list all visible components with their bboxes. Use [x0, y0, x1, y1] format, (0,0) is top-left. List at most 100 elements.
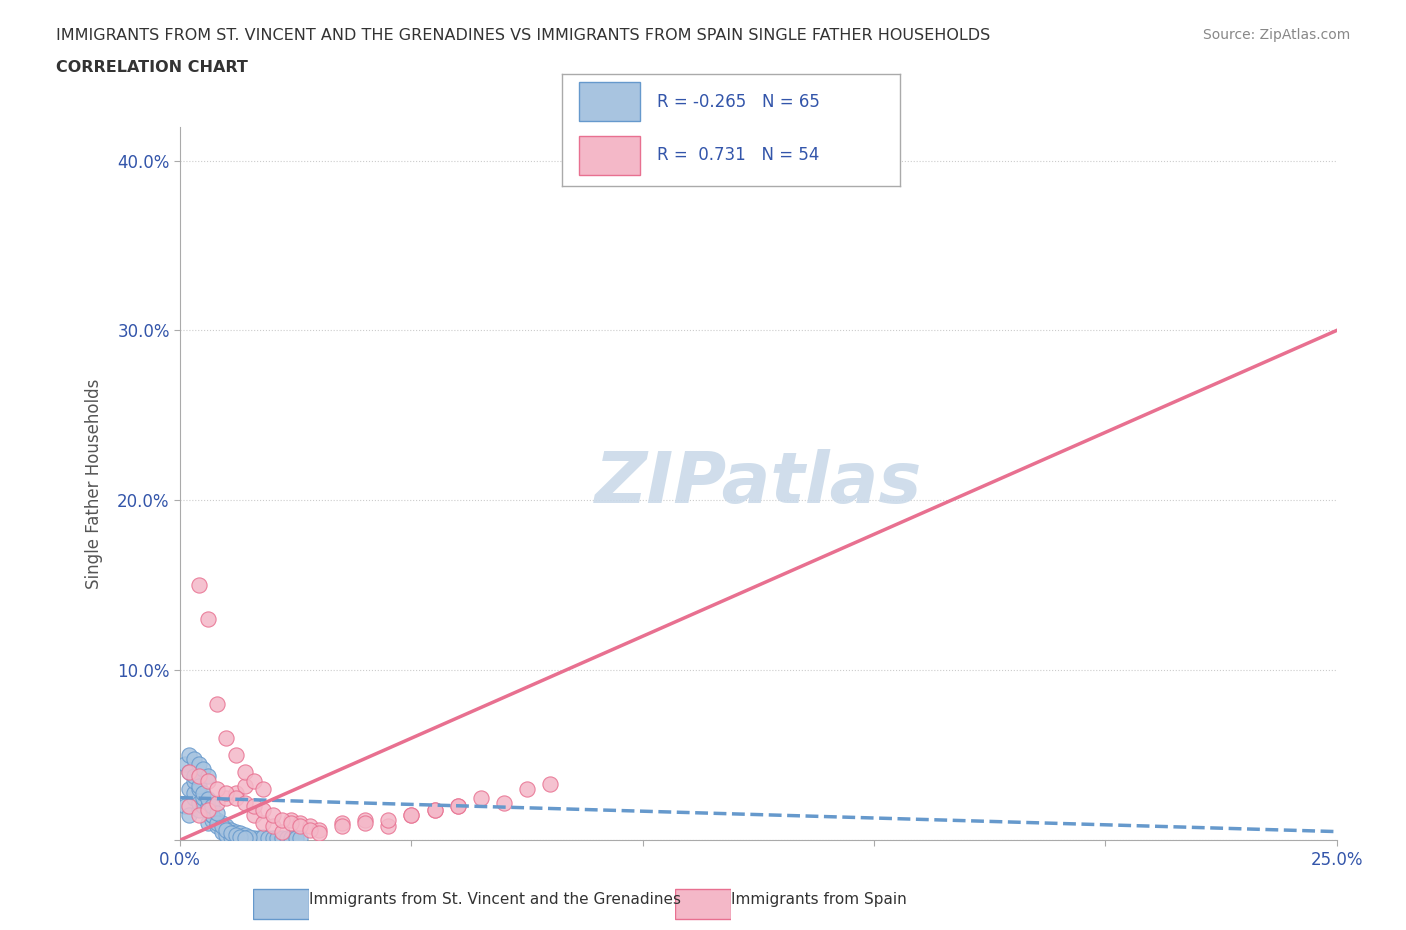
Point	[197, 791, 219, 806]
Point	[290, 816, 312, 830]
Point	[211, 819, 233, 834]
Point	[201, 807, 224, 822]
Point	[262, 807, 284, 822]
Point	[211, 816, 233, 830]
Point	[447, 799, 470, 814]
Text: Immigrants from Spain: Immigrants from Spain	[731, 892, 907, 907]
Point	[201, 812, 224, 827]
Point	[205, 812, 228, 827]
Point	[225, 824, 247, 839]
Point	[197, 768, 219, 783]
Point	[377, 812, 399, 827]
Point	[179, 799, 201, 814]
Point	[205, 819, 228, 834]
Point	[183, 773, 205, 788]
Point	[330, 816, 353, 830]
Point	[252, 816, 274, 830]
Point	[238, 830, 260, 845]
Point	[205, 782, 228, 797]
Point	[201, 799, 224, 814]
Point	[233, 764, 256, 779]
Point	[276, 830, 298, 845]
Point	[197, 799, 219, 814]
Point	[215, 828, 238, 843]
Point	[252, 802, 274, 817]
Point	[205, 805, 228, 820]
Point	[211, 824, 233, 839]
Point	[270, 812, 292, 827]
Point	[193, 762, 215, 777]
Bar	[253, 889, 309, 919]
Point	[193, 795, 215, 810]
Point	[423, 802, 446, 817]
Point	[280, 830, 302, 845]
Text: Immigrants from St. Vincent and the Grenadines: Immigrants from St. Vincent and the Gren…	[309, 892, 682, 907]
Point	[233, 830, 256, 844]
Point	[197, 773, 219, 788]
Point	[183, 768, 205, 783]
Point	[197, 802, 219, 817]
Point	[298, 822, 321, 837]
Point	[205, 816, 228, 830]
Point	[229, 830, 252, 844]
Bar	[579, 82, 640, 121]
Point	[538, 777, 561, 791]
Point	[219, 822, 242, 837]
Point	[225, 790, 247, 805]
Point	[354, 812, 377, 827]
Point	[233, 828, 256, 843]
Point	[187, 768, 209, 783]
Point	[243, 799, 266, 814]
Point	[308, 826, 330, 841]
Point	[252, 782, 274, 797]
Point	[247, 830, 270, 845]
Bar	[675, 889, 731, 919]
Point	[229, 830, 252, 845]
Point	[447, 799, 470, 814]
Point	[197, 612, 219, 627]
Point	[354, 816, 377, 830]
Point	[179, 764, 201, 779]
Point	[179, 748, 201, 763]
Text: Source: ZipAtlas.com: Source: ZipAtlas.com	[1202, 28, 1350, 42]
Point	[193, 799, 215, 814]
Text: R = -0.265   N = 65: R = -0.265 N = 65	[657, 93, 820, 112]
Point	[270, 824, 292, 839]
Point	[187, 778, 209, 793]
Point	[193, 790, 215, 805]
Text: R =  0.731   N = 54: R = 0.731 N = 54	[657, 146, 820, 164]
Point	[377, 819, 399, 834]
Point	[330, 819, 353, 834]
Point	[215, 819, 238, 834]
Point	[215, 790, 238, 805]
Point	[187, 807, 209, 822]
Point	[205, 795, 228, 810]
Point	[179, 764, 201, 779]
Point	[229, 826, 252, 841]
Point	[225, 748, 247, 763]
Point	[516, 782, 538, 797]
Point	[197, 802, 219, 817]
Point	[183, 785, 205, 800]
Point	[290, 819, 312, 834]
Bar	[579, 136, 640, 175]
Point	[183, 751, 205, 766]
Point	[243, 807, 266, 822]
Point	[270, 830, 292, 845]
Point	[470, 790, 492, 805]
Point	[252, 830, 274, 844]
Point	[219, 830, 242, 844]
Point	[233, 830, 256, 845]
Point	[187, 782, 209, 797]
Point	[187, 795, 209, 810]
Y-axis label: Single Father Households: Single Father Households	[86, 379, 103, 589]
Point	[298, 819, 321, 834]
Point	[262, 830, 284, 845]
Point	[183, 790, 205, 805]
Point	[262, 819, 284, 834]
Point	[193, 785, 215, 800]
Point	[225, 830, 247, 845]
Point	[238, 830, 260, 844]
Point	[179, 782, 201, 797]
Text: CORRELATION CHART: CORRELATION CHART	[56, 60, 247, 75]
